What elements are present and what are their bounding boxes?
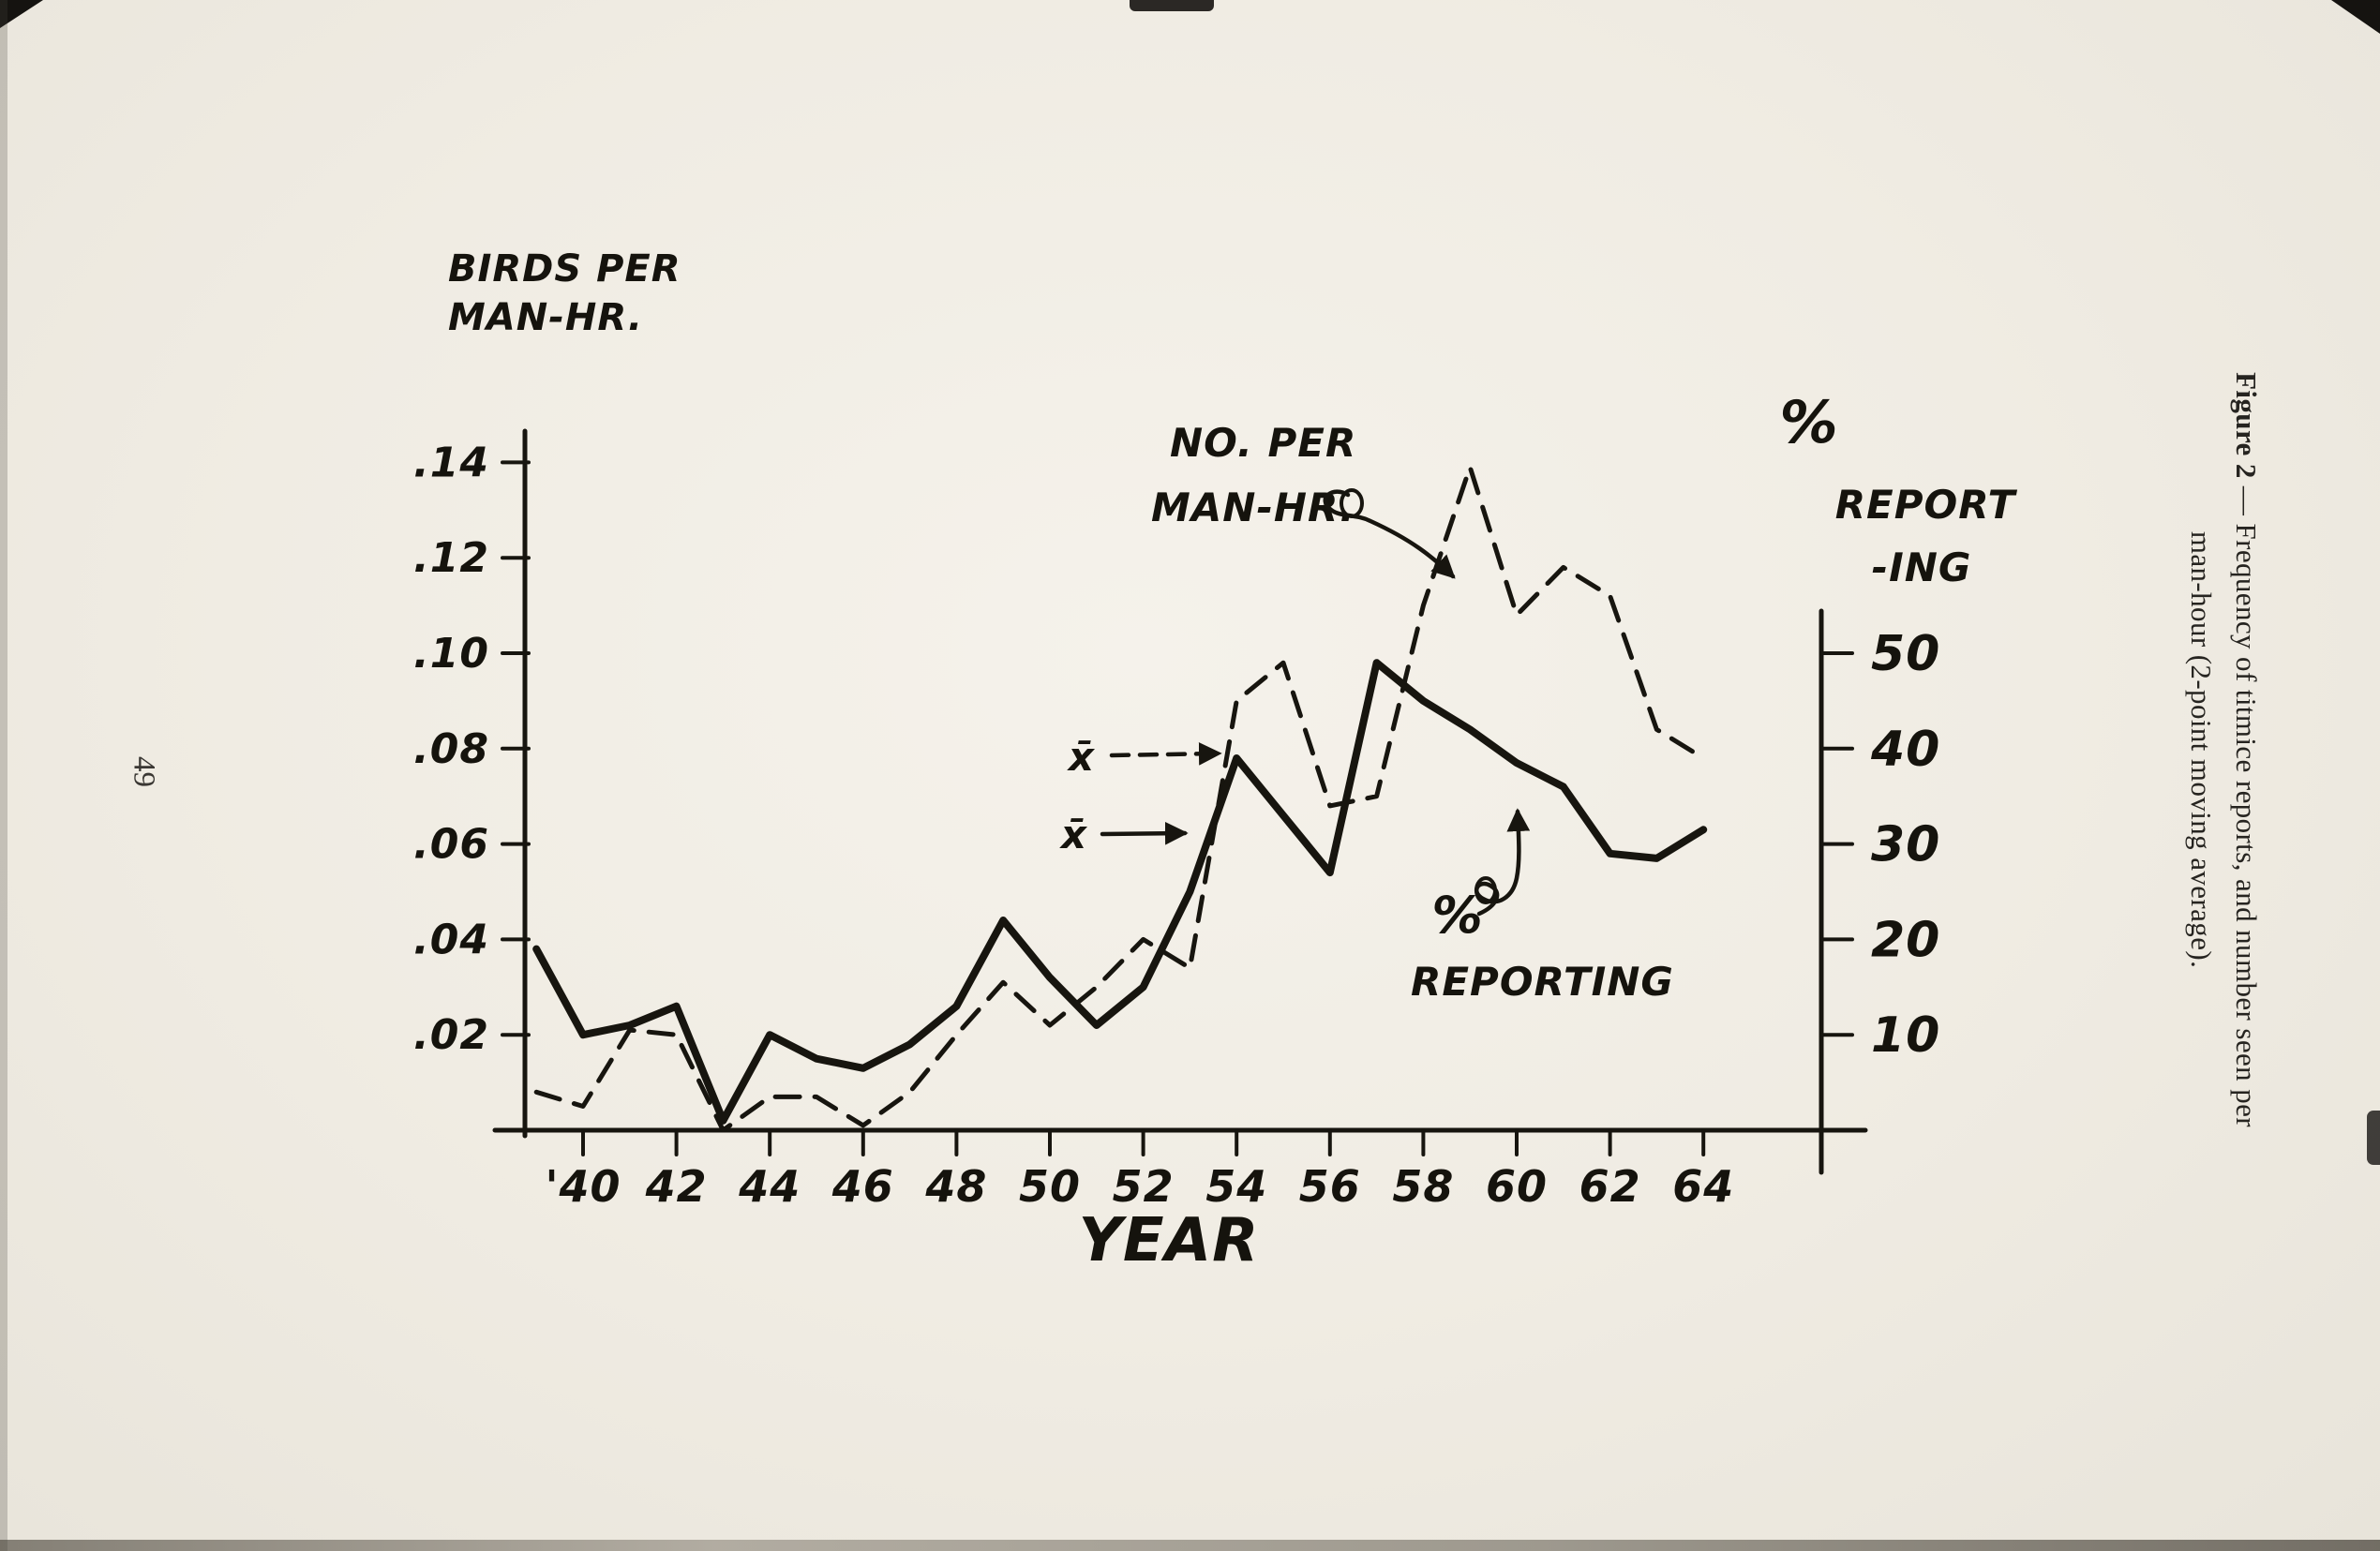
x-tick-label: 50 — [1019, 1161, 1081, 1212]
left-axis-title-line2: MAN-HR. — [448, 296, 643, 339]
right-axis-title-ing: -ING — [1872, 544, 1972, 590]
anno-pct-symbol: % — [1431, 886, 1483, 945]
x-tick-label: 56 — [1299, 1161, 1361, 1212]
anno-no-per: NO. PER — [1170, 420, 1356, 466]
right-axis-title-report: REPORT — [1835, 482, 2018, 528]
x-tick-label: 54 — [1205, 1161, 1267, 1212]
caption-line-1: Figure 2 — Frequency of titmice reports,… — [2223, 216, 2268, 1284]
x-tick-label: 48 — [924, 1161, 987, 1212]
left-tick-label: .04 — [413, 916, 489, 963]
x-tick-label: 52 — [1113, 1161, 1175, 1212]
xbar-dashed-arrow — [1109, 741, 1222, 766]
figure-label: Figure 2 — [2230, 372, 2264, 479]
caption-line-2: man-hour (2-point moving average). — [2185, 530, 2218, 969]
right-tick-label: 50 — [1871, 626, 1940, 682]
arrow-to-solid-line — [1474, 808, 1531, 917]
page-number: 49 — [127, 756, 161, 787]
left-tick-label: .02 — [413, 1011, 489, 1059]
line-no-per-man-hr — [533, 465, 1706, 1133]
scan-artifact-left-edge — [0, 0, 7, 1551]
x-axis-title: YEAR — [1079, 1206, 1260, 1275]
line-pct-reporting — [532, 659, 1708, 1125]
scan-artifact-top-middle — [1130, 0, 1214, 11]
arrow-to-dashed-line — [1323, 489, 1456, 579]
x-tick-label: 60 — [1486, 1161, 1548, 1212]
scan-artifact-right-edge — [2367, 1111, 2380, 1165]
right-tick-label: 40 — [1870, 722, 1940, 778]
x-tick-label: 46 — [831, 1161, 894, 1212]
x-tick-label: '40 — [545, 1161, 621, 1212]
anno-xbar-solid: x̄ — [1059, 812, 1088, 858]
left-tick-label: .14 — [413, 439, 489, 486]
left-tick-label: .12 — [413, 534, 489, 582]
right-tick-label: 10 — [1871, 1007, 1940, 1064]
xbar-solid-arrow — [1100, 821, 1189, 845]
anno-reporting: REPORTING — [1411, 959, 1674, 1005]
left-axis-ticks: .14 .12 .10 .08 .06 .04 .02 — [413, 439, 531, 1059]
left-tick-label: .06 — [413, 821, 489, 869]
anno-man-hr: MAN-HR. — [1151, 485, 1355, 530]
x-tick-label: 44 — [738, 1161, 801, 1212]
right-tick-label: 30 — [1871, 817, 1940, 873]
x-tick-label: 64 — [1672, 1161, 1734, 1212]
caption-line1-text: — Frequency of titmice reports, and numb… — [2230, 478, 2264, 1128]
left-tick-label: .08 — [413, 725, 489, 773]
left-tick-label: .10 — [413, 630, 489, 678]
left-axis-title-line1: BIRDS PER — [448, 247, 681, 291]
anno-xbar-dashed: x̄ — [1067, 734, 1096, 780]
right-tick-label: 20 — [1871, 912, 1940, 968]
figure-caption: Figure 2 — Frequency of titmice reports,… — [2178, 216, 2268, 1284]
right-axis-ticks: 50 40 30 20 10 — [1819, 626, 1940, 1064]
x-tick-label: 58 — [1392, 1161, 1454, 1212]
x-tick-label: 62 — [1579, 1161, 1641, 1212]
right-axis-title-percent: % — [1779, 388, 1838, 456]
x-axis-ticks: '40 42 44 46 48 50 52 54 56 58 60 62 64 — [545, 1128, 1734, 1212]
x-tick-label: 42 — [645, 1161, 708, 1212]
scan-artifact-bottom-edge — [0, 1540, 2380, 1551]
